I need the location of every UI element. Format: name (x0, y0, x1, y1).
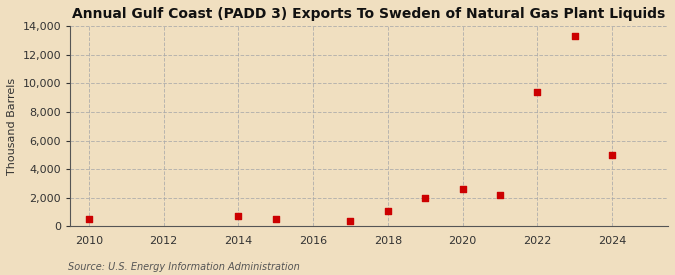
Point (345, 218, 356, 223)
Point (84, 217, 95, 221)
Point (270, 217, 281, 221)
Title: Annual Gulf Coast (PADD 3) Exports To Sweden of Natural Gas Plant Liquids: Annual Gulf Coast (PADD 3) Exports To Sw… (72, 7, 666, 21)
Point (569, 34, 580, 39)
Point (233, 214, 244, 219)
Point (383, 208, 394, 213)
Point (457, 187, 468, 191)
Point (532, 90, 543, 94)
Point (420, 196, 431, 200)
Y-axis label: Thousand Barrels: Thousand Barrels (7, 78, 17, 175)
Point (495, 193, 506, 197)
Point (607, 153, 618, 157)
Text: Source: U.S. Energy Information Administration: Source: U.S. Energy Information Administ… (68, 262, 299, 272)
